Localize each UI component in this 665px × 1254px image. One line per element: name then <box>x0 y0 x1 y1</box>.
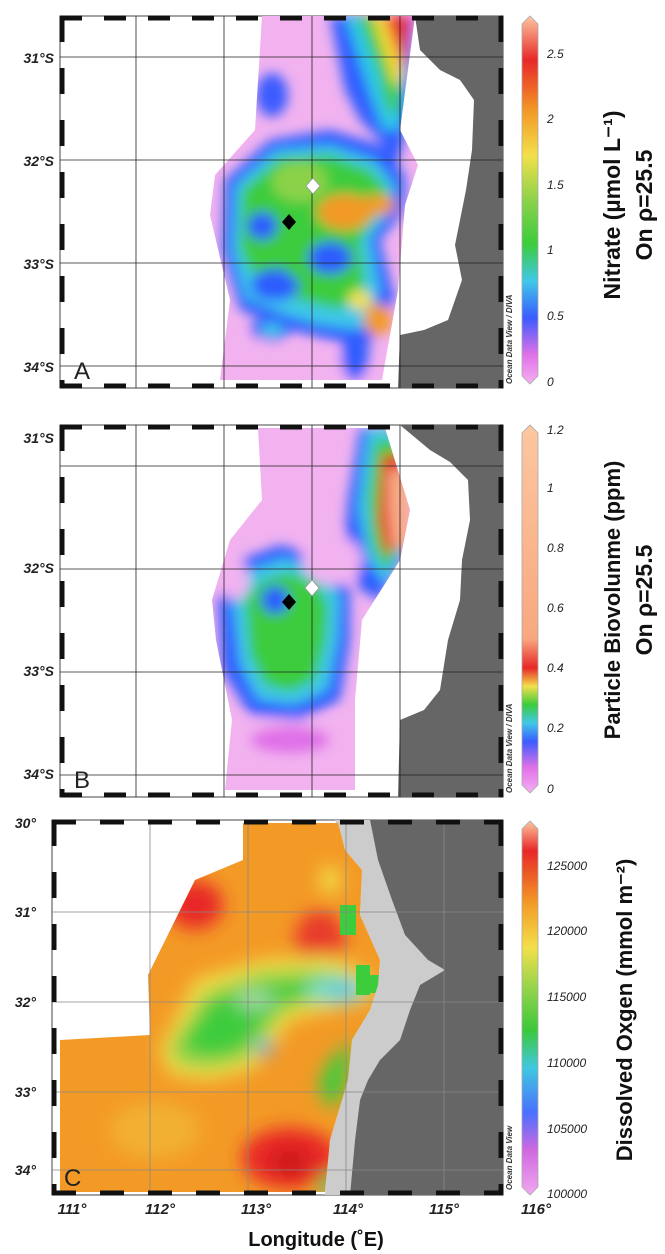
colorbar-a <box>521 15 539 385</box>
y-tick-b-0: 31°S <box>23 430 54 446</box>
panel-label-b: B <box>74 767 90 794</box>
colorbar-c <box>521 820 539 1196</box>
shelf-c <box>325 820 445 1195</box>
grid-a <box>60 16 503 388</box>
cb-c-tick-4: 105000 <box>547 1122 587 1136</box>
cb-a-tick-5: 0 <box>547 375 554 389</box>
colorbar-b-ticks: 1.2 1 0.8 0.6 0.4 0.2 0 <box>547 423 564 796</box>
y-tick-c-3: 33° <box>15 1084 37 1100</box>
white-diamond-marker <box>305 177 321 195</box>
cb-b-tick-1: 1 <box>547 481 554 495</box>
frame-dashes-a <box>59 15 504 389</box>
x-tick-c-5: 116° <box>521 1201 552 1218</box>
cb-c-tick-0: 125000 <box>547 859 587 873</box>
cb-c-tick-5: 100000 <box>547 1187 587 1201</box>
cb-b-tick-3: 0.6 <box>547 601 564 615</box>
credit-c: Ocean Data View <box>505 1125 514 1190</box>
grid-c <box>52 820 503 1195</box>
cb-a-tick-4: 0.5 <box>547 309 564 323</box>
x-tick-c-3: 114° <box>333 1201 364 1218</box>
y-tick-c-2: 32° <box>15 994 37 1010</box>
colorbar-a-ticks: 2.5 2 1.5 1 0.5 0 <box>546 47 564 389</box>
panel-label-c: C <box>64 1165 81 1192</box>
colorbar-c-ticks: 125000 120000 115000 110000 105000 10000… <box>547 859 587 1201</box>
black-diamond-marker <box>282 214 296 230</box>
cb-b-tick-2: 0.8 <box>547 541 564 555</box>
land-c <box>350 820 503 1195</box>
frame-dashes-b <box>59 424 504 798</box>
y-tick-b-2: 33°S <box>23 663 54 679</box>
cb-b-tick-0: 1.2 <box>547 423 564 437</box>
cb-a-tick-2: 1.5 <box>547 178 564 192</box>
y-tick-c-4: 34° <box>15 1162 37 1178</box>
colorbar-b <box>521 424 539 794</box>
cb-b-tick-4: 0.4 <box>547 661 564 675</box>
y-tick-c-1: 31° <box>15 904 37 920</box>
x-axis-title: Longitude (˚E) <box>248 1228 384 1251</box>
title-c: Dissolved Oxgen (mmol m⁻²) <box>612 859 637 1162</box>
land-b <box>398 425 503 797</box>
black-diamond-marker <box>282 594 296 610</box>
y-tick-a-1: 32°S <box>23 153 54 169</box>
y-tick-b-3: 34°S <box>23 766 54 782</box>
cb-b-tick-5: 0.2 <box>547 721 564 735</box>
panel-label-a: A <box>74 358 90 385</box>
title-b: Particle Biovolunme (ppm) <box>600 461 625 740</box>
x-tick-c-2: 113° <box>241 1201 272 1218</box>
y-tick-c-0: 30° <box>15 815 37 831</box>
cb-b-tick-6: 0 <box>547 782 554 796</box>
y-tick-b-1: 32°S <box>23 560 54 576</box>
land-a <box>398 16 503 388</box>
panel-c: 30° 31° 32° 33° 34° C Ocean Data View 11… <box>15 815 637 1251</box>
credit-b: Ocean Data View / DIVA <box>505 703 514 793</box>
subtitle-b: On ρ=25.5 <box>631 544 657 655</box>
x-tick-c-1: 112° <box>145 1201 176 1218</box>
subtitle-a: On ρ=25.5 <box>631 149 657 260</box>
cb-c-tick-2: 115000 <box>547 990 586 1004</box>
grid-b <box>60 425 503 797</box>
y-tick-a-3: 34°S <box>23 359 54 375</box>
frame-dashes-c <box>51 819 504 1196</box>
y-tick-a-2: 33°S <box>23 256 54 272</box>
cb-a-tick-0: 2.5 <box>546 47 564 61</box>
white-diamond-marker <box>304 579 320 597</box>
x-ticks-c: 111° 112° 113° 114° 115° 116° <box>58 1201 552 1218</box>
credit-a: Ocean Data View / DIVA <box>505 294 514 384</box>
y-tick-a-0: 31°S <box>23 50 54 66</box>
cb-a-tick-1: 2 <box>546 112 554 126</box>
x-tick-c-4: 115° <box>429 1201 460 1218</box>
panel-b: 31°S 32°S 33°S 34°S B Ocean Data View / … <box>23 423 657 798</box>
title-a: Nitrate (µmol L⁻¹) <box>599 111 625 300</box>
x-tick-c-0: 111° <box>58 1201 88 1218</box>
cb-a-tick-3: 1 <box>547 243 554 257</box>
cb-c-tick-1: 120000 <box>547 924 587 938</box>
cb-c-tick-3: 110000 <box>547 1056 586 1070</box>
panel-a: 31°S 32°S 33°S 34°S A Ocean Data View / … <box>23 15 657 389</box>
